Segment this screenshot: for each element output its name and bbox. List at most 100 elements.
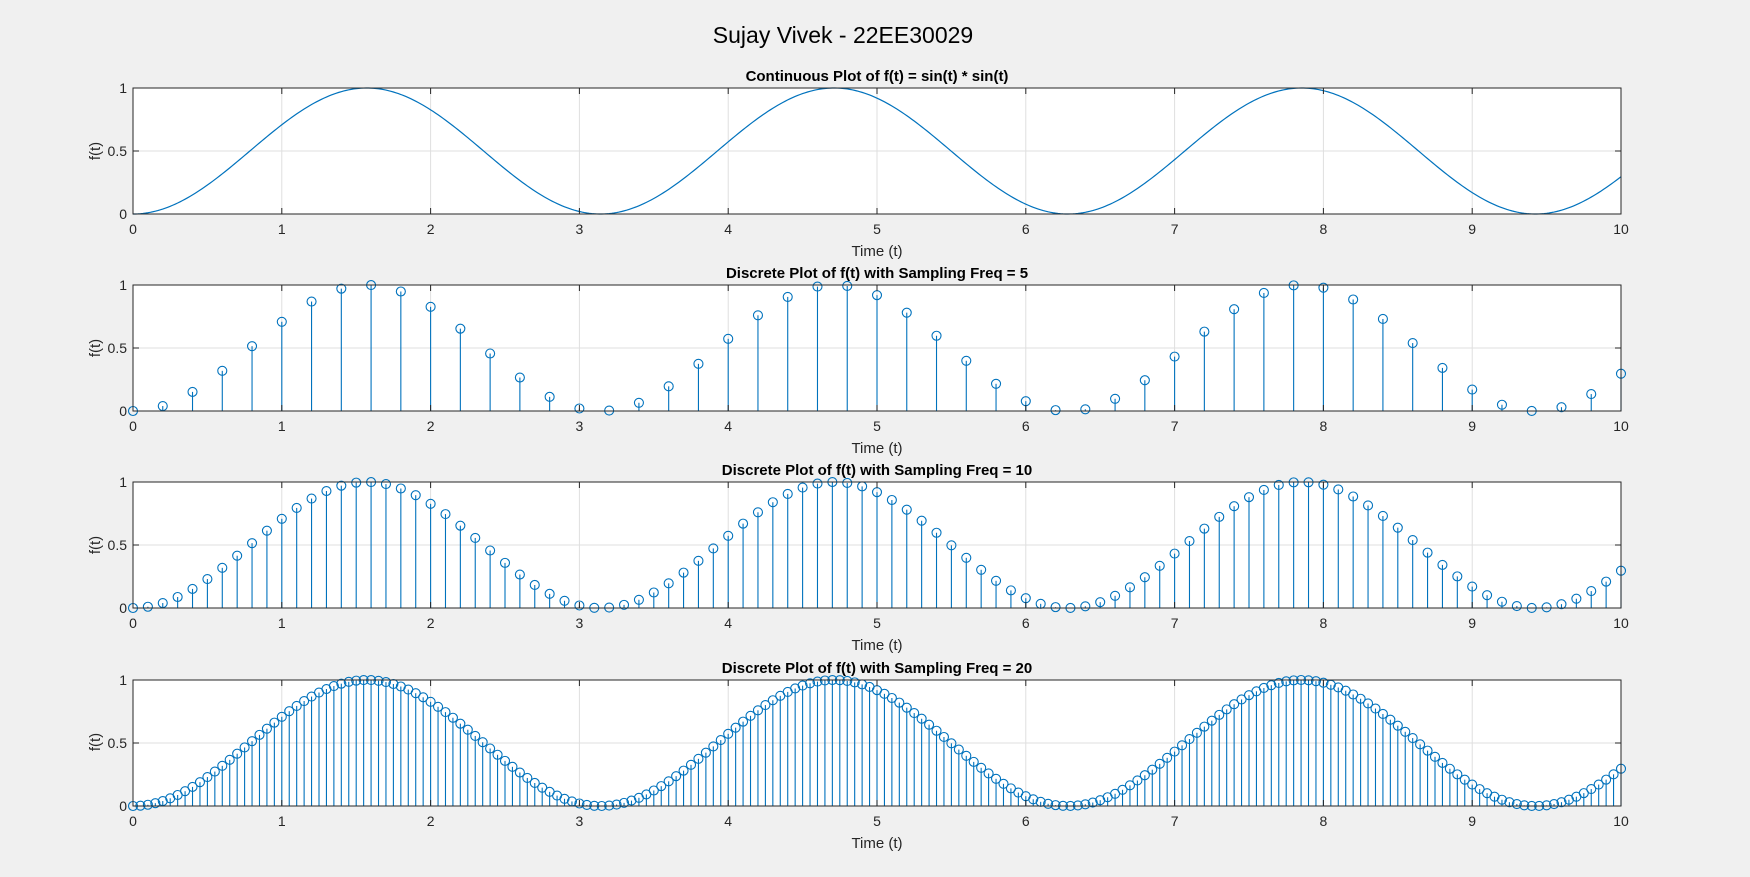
y-tick-label: 1: [119, 277, 127, 293]
stem-marker: [1162, 752, 1173, 763]
stem-marker: [1147, 764, 1158, 775]
x-tick-label: 1: [278, 221, 286, 237]
stem-marker: [1556, 797, 1567, 808]
stem-marker: [1496, 399, 1508, 410]
subplot-title: Discrete Plot of f(t) with Sampling Freq…: [722, 660, 1032, 677]
stem-marker: [217, 365, 228, 376]
stem-marker: [738, 716, 749, 727]
stem-marker: [663, 776, 674, 787]
x-tick-label: 2: [427, 418, 435, 434]
stem-marker: [343, 676, 354, 687]
x-tick-label: 1: [278, 813, 286, 829]
stem-marker: [514, 767, 525, 778]
x-axis-label: Time (t): [851, 440, 902, 457]
stem-marker: [232, 550, 243, 561]
stem-marker: [1556, 599, 1567, 610]
y-tick-label: 1: [119, 80, 127, 96]
stem-marker: [1452, 769, 1463, 780]
stem-marker: [1407, 337, 1418, 349]
stem-marker: [1229, 501, 1240, 512]
y-axis-label: f(t): [87, 536, 104, 554]
stem-marker: [217, 562, 228, 573]
stem-marker: [1511, 798, 1522, 810]
x-tick-label: 0: [129, 615, 137, 631]
stem-marker: [291, 502, 302, 513]
stem-marker: [418, 692, 429, 703]
stem-marker: [425, 498, 436, 509]
stem-marker: [232, 748, 243, 759]
stem-marker: [618, 797, 630, 808]
x-tick-label: 0: [129, 813, 137, 829]
stem-marker: [276, 711, 287, 722]
stem-marker: [961, 750, 972, 761]
stem-marker: [663, 578, 674, 589]
y-axis-label: f(t): [87, 733, 104, 751]
stem-marker: [1095, 597, 1106, 608]
stem-marker: [760, 700, 771, 711]
x-tick-label: 5: [873, 615, 881, 631]
stem-marker: [797, 482, 808, 493]
x-tick-label: 3: [576, 221, 584, 237]
x-tick-label: 10: [1613, 221, 1629, 237]
stem-marker: [790, 683, 801, 694]
stem-marker: [395, 286, 406, 297]
stem-marker: [395, 483, 406, 494]
stem-marker: [1095, 795, 1106, 806]
stem-marker: [1362, 698, 1374, 709]
x-tick-label: 6: [1022, 418, 1030, 434]
stem-marker: [879, 688, 890, 699]
stem-marker: [990, 773, 1002, 784]
subplot-title: Discrete Plot of f(t) with Sampling Freq…: [726, 265, 1028, 282]
stem-marker: [626, 795, 637, 806]
stem-marker: [150, 798, 161, 809]
stem-marker: [529, 777, 540, 789]
stem-marker: [1214, 511, 1225, 522]
stem-marker: [522, 772, 533, 783]
stem-marker: [1400, 726, 1411, 737]
stem-marker: [462, 724, 473, 735]
subplot-fs-5: Discrete Plot of f(t) with Sampling Freq…: [87, 265, 1629, 457]
stem-marker: [1437, 757, 1448, 768]
stem-marker: [708, 741, 719, 752]
stem-marker: [1541, 602, 1552, 613]
x-tick-label: 0: [129, 418, 137, 434]
stem-marker: [1348, 491, 1359, 502]
stem-marker: [455, 520, 466, 531]
stem-marker: [1467, 779, 1478, 790]
stem-marker: [1333, 484, 1344, 495]
stem-marker: [1452, 571, 1463, 582]
subplot-continuous: Continuous Plot of f(t) = sin(t) * sin(t…: [87, 68, 1629, 260]
x-tick-label: 0: [129, 221, 137, 237]
x-tick-label: 7: [1171, 418, 1179, 434]
stem-marker: [499, 557, 511, 568]
stem-marker: [990, 378, 1002, 389]
stem-marker: [1087, 797, 1098, 808]
stem-marker: [1548, 798, 1560, 810]
stem-marker: [1281, 676, 1292, 687]
stem-marker: [998, 778, 1009, 789]
stem-marker: [611, 799, 622, 810]
stem-marker: [1214, 709, 1225, 720]
stem-marker: [886, 692, 897, 704]
stem-marker: [946, 540, 957, 551]
stem-marker: [708, 543, 719, 554]
x-tick-label: 10: [1613, 418, 1629, 434]
stem-marker: [202, 573, 213, 585]
x-tick-label: 10: [1613, 615, 1629, 631]
stem-marker: [224, 754, 235, 765]
stem-marker: [1348, 689, 1359, 700]
x-tick-label: 2: [427, 813, 435, 829]
stem-marker: [656, 781, 667, 792]
stem-marker: [723, 333, 734, 344]
stem-marker: [1467, 384, 1478, 395]
stem-marker: [1586, 389, 1597, 400]
y-tick-label: 1: [119, 474, 127, 490]
stem-marker: [1169, 351, 1180, 362]
stem-marker: [581, 799, 592, 810]
stem-marker: [723, 728, 734, 739]
x-tick-label: 5: [873, 418, 881, 434]
stem-marker: [990, 575, 1002, 586]
stem-marker: [351, 675, 362, 686]
stem-marker: [1050, 800, 1061, 811]
stem-marker: [723, 530, 734, 541]
